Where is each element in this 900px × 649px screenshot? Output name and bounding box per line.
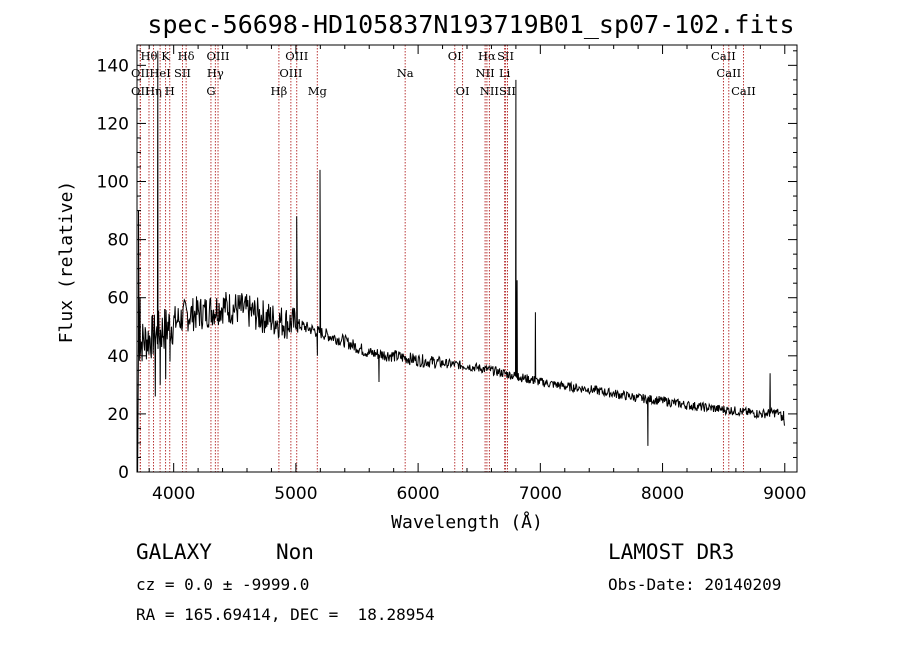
line-marker-label-9: G	[206, 84, 215, 98]
line-marker-label-26: CaII	[716, 66, 741, 80]
line-markers: OIIOIIHθHηHeIKHSIIHδGHγOIIIHβOIIIOIIIMgN…	[131, 45, 756, 472]
line-marker-label-14: OIII	[285, 49, 308, 63]
line-marker-label-20: Hα	[478, 49, 496, 63]
y-tick-label-1: 20	[107, 405, 129, 425]
survey-label: LAMOST DR3	[608, 540, 735, 564]
obs-date-line: Obs-Date: 20140209	[608, 575, 782, 594]
line-marker-label-4: HeI	[149, 66, 170, 80]
x-tick-label-1: 5000	[274, 484, 317, 504]
line-marker-label-18: OI	[456, 84, 470, 98]
y-tick-label-5: 100	[97, 173, 129, 193]
line-marker-label-10: Hγ	[207, 66, 224, 80]
x-tick-label-0: 4000	[152, 484, 195, 504]
line-marker-label-23: SII	[497, 49, 514, 63]
spectrum-line	[137, 50, 786, 473]
subclass-label: Non	[276, 540, 314, 564]
cz-line: cz = 0.0 ± -9999.0	[136, 575, 310, 594]
line-marker-label-6: H	[165, 84, 175, 98]
line-marker-label-22: Li	[499, 66, 511, 80]
line-marker-label-24: SII	[499, 84, 516, 98]
y-tick-label-6: 120	[97, 114, 129, 134]
x-tick-label-4: 8000	[641, 484, 684, 504]
line-marker-label-12: Hβ	[271, 84, 288, 98]
line-marker-label-16: Na	[397, 66, 414, 80]
line-marker-label-17: OI	[448, 49, 462, 63]
y-tick-label-3: 60	[107, 289, 129, 309]
line-marker-label-8: Hδ	[178, 49, 195, 63]
line-marker-label-5: K	[161, 49, 170, 63]
x-axis-label: Wavelength (Å)	[391, 511, 543, 533]
line-marker-label-21: NII	[480, 84, 499, 98]
line-marker-label-25: CaII	[711, 49, 736, 63]
line-marker-label-13: OIII	[279, 66, 302, 80]
x-tick-label-5: 9000	[763, 484, 806, 504]
x-tick-label-2: 6000	[396, 484, 439, 504]
spectrum-series	[137, 50, 786, 473]
y-tick-label-7: 140	[97, 56, 129, 76]
y-tick-label-4: 80	[107, 231, 129, 251]
line-marker-label-27: CaII	[731, 84, 756, 98]
line-marker-label-7: SII	[174, 66, 191, 80]
chart-title: spec-56698-HD105837N193719B01_sp07-102.f…	[147, 10, 794, 39]
y-axis-label: Flux (relative)	[56, 181, 77, 344]
line-marker-label-1: OII	[131, 66, 150, 80]
axis-ticks: 4000 5000 6000 7000 8000 9000 0 20 40 60 80 100 120 1…	[97, 45, 806, 504]
x-tick-label-3: 7000	[519, 484, 562, 504]
line-marker-label-19: NII	[476, 66, 495, 80]
line-marker-label-2: Hθ	[141, 49, 158, 63]
line-marker-label-11: OIII	[207, 49, 230, 63]
y-tick-label-0: 0	[118, 463, 129, 483]
line-marker-label-3: Hη	[145, 84, 162, 98]
line-marker-label-15: Mg	[308, 84, 328, 98]
coords-line: RA = 165.69414, DEC = 18.28954	[136, 605, 435, 624]
class-label: GALAXY	[136, 540, 212, 564]
y-tick-label-2: 40	[107, 347, 129, 367]
